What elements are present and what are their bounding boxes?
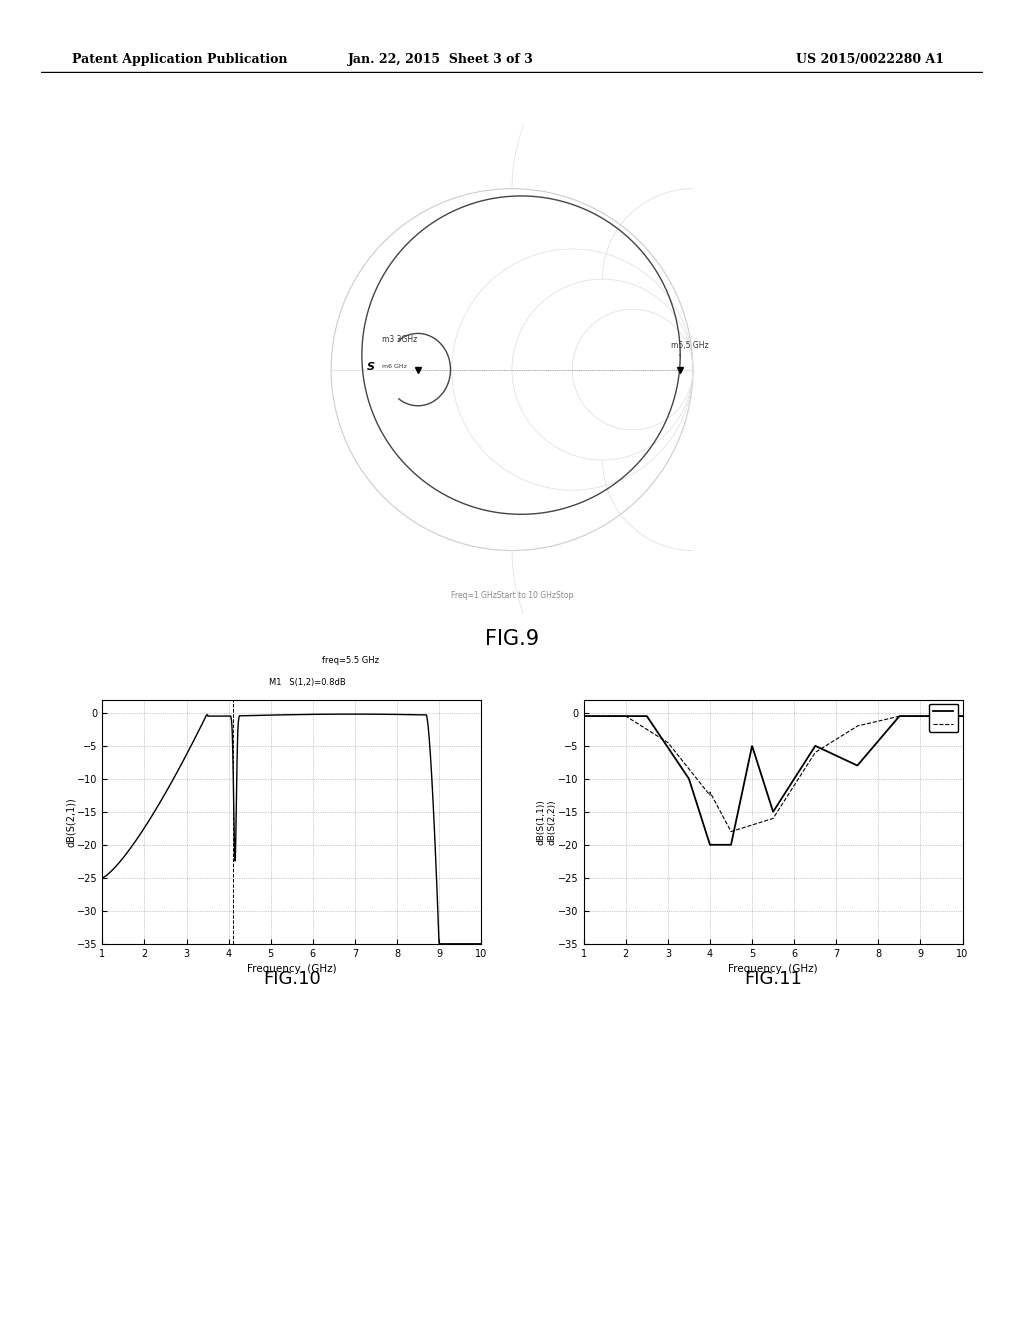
Text: Patent Application Publication: Patent Application Publication bbox=[72, 53, 287, 66]
X-axis label: Frequency  (GHz): Frequency (GHz) bbox=[728, 964, 818, 974]
Text: US 2015/0022280 A1: US 2015/0022280 A1 bbox=[797, 53, 944, 66]
Text: m6 GHz: m6 GHz bbox=[382, 364, 407, 368]
Text: Jan. 22, 2015  Sheet 3 of 3: Jan. 22, 2015 Sheet 3 of 3 bbox=[347, 53, 534, 66]
Text: freq=5.5 GHz: freq=5.5 GHz bbox=[323, 656, 379, 665]
Text: FIG.11: FIG.11 bbox=[744, 970, 802, 989]
Text: S: S bbox=[368, 362, 375, 372]
Text: m3 3GHz: m3 3GHz bbox=[382, 335, 417, 345]
Y-axis label: dB(S(2,1)): dB(S(2,1)) bbox=[66, 797, 76, 846]
Y-axis label: dB(S(1,1))
dB(S(2,2)): dB(S(1,1)) dB(S(2,2)) bbox=[536, 799, 557, 845]
X-axis label: Frequency  (GHz): Frequency (GHz) bbox=[247, 964, 337, 974]
Legend: , : , bbox=[929, 704, 958, 731]
Text: M1   S(1,2)=0.8dB: M1 S(1,2)=0.8dB bbox=[269, 678, 346, 688]
Text: FIG.9: FIG.9 bbox=[485, 628, 539, 649]
Text: FIG.10: FIG.10 bbox=[263, 970, 321, 989]
Text: m5,5 GHz: m5,5 GHz bbox=[671, 341, 709, 350]
Text: Freq=1 GHzStart to 10 GHzStop: Freq=1 GHzStart to 10 GHzStop bbox=[451, 591, 573, 601]
